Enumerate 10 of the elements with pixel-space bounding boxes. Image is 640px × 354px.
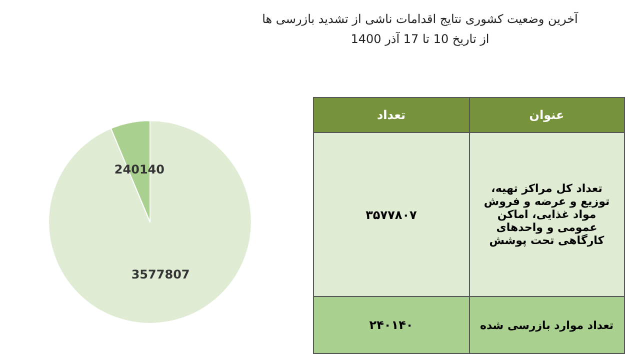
- text: ۲۴۰۱۴۰: [314, 296, 469, 354]
- text: آخرین وضعیت کشوری نتایج اقدامات ناشی از تشدید بازرسی ها: [261, 12, 580, 26]
- text: ۳۵۷۷۸۰۷: [314, 132, 469, 297]
- text: تعداد موارد بازرسی شده: [469, 296, 624, 354]
- data-label: 240140: [114, 162, 165, 176]
- text: عنوان: [469, 98, 624, 132]
- text: تعداد کل مراکز تهیه، توزیع و عرضه و فروش مواد غذایی، اماکن عمومی و واحدهای کارگاهی تحت پوشش: [469, 132, 624, 297]
- text: از تاریخ 10 تا 17 آذر 1400: [350, 32, 490, 46]
- text: تعداد: [314, 98, 469, 132]
- data-label: 3577807: [131, 268, 190, 282]
